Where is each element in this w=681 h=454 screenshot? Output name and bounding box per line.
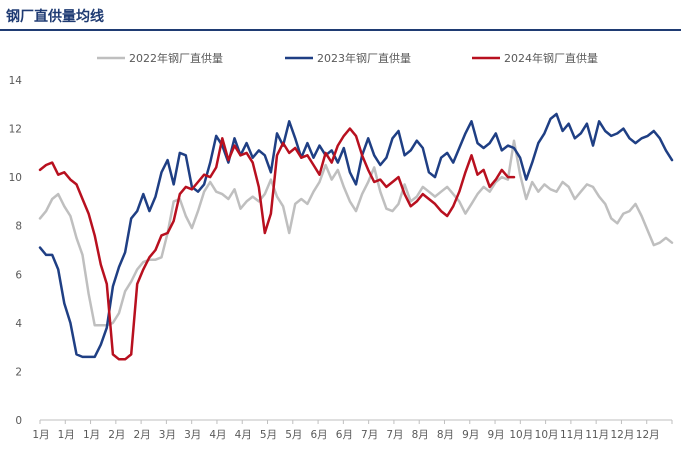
x-tick-label: 7月 [361, 429, 378, 441]
x-tick-label: 12月 [636, 429, 660, 441]
x-tick-label: 12月 [611, 429, 635, 441]
series-line-3 [38, 127, 516, 361]
legend-label-2: 2023年钢厂直供量 [317, 51, 411, 65]
series-line-1 [38, 139, 674, 327]
x-tick-label: 4月 [235, 429, 252, 441]
y-tick-label: 0 [15, 415, 22, 427]
title-bar: 钢厂直供量均线 [0, 0, 681, 31]
x-tick-label: 11月 [585, 429, 609, 441]
x-tick-label: 8月 [437, 429, 454, 441]
x-tick-label: 3月 [184, 429, 201, 441]
x-tick-label: 10月 [535, 429, 559, 441]
x-tick-label: 11月 [560, 429, 584, 441]
y-tick-label: 4 [15, 318, 22, 330]
x-tick-label: 4月 [209, 429, 226, 441]
y-tick-label: 14 [9, 75, 23, 87]
x-tick-label: 2月 [134, 429, 151, 441]
chart-title: 钢厂直供量均线 [6, 9, 104, 25]
x-tick-label: 8月 [412, 429, 429, 441]
x-tick-label: 3月 [159, 429, 176, 441]
x-tick-label: 5月 [260, 429, 277, 441]
x-tick-label: 1月 [83, 429, 100, 441]
y-tick-label: 10 [9, 172, 22, 184]
x-tick-label: 6月 [310, 429, 327, 441]
title-underline [0, 29, 681, 31]
x-tick-label: 1月 [58, 429, 75, 441]
x-tick-label: 10月 [509, 429, 533, 441]
x-tick-label: 5月 [285, 429, 302, 441]
series-line-2 [38, 112, 674, 359]
legend-label-3: 2024年钢厂直供量 [504, 51, 598, 65]
x-tick-label: 7月 [386, 429, 403, 441]
y-tick-label: 6 [15, 269, 22, 281]
x-tick-label: 9月 [462, 429, 479, 441]
y-tick-label: 12 [9, 124, 22, 136]
y-tick-label: 2 [15, 366, 22, 378]
x-tick-label: 9月 [487, 429, 504, 441]
x-tick-label: 1月 [32, 429, 49, 441]
x-tick-label: 2月 [108, 429, 125, 441]
x-tick-label: 6月 [336, 429, 353, 441]
legend-label-1: 2022年钢厂直供量 [129, 51, 223, 65]
y-tick-label: 8 [15, 221, 22, 233]
